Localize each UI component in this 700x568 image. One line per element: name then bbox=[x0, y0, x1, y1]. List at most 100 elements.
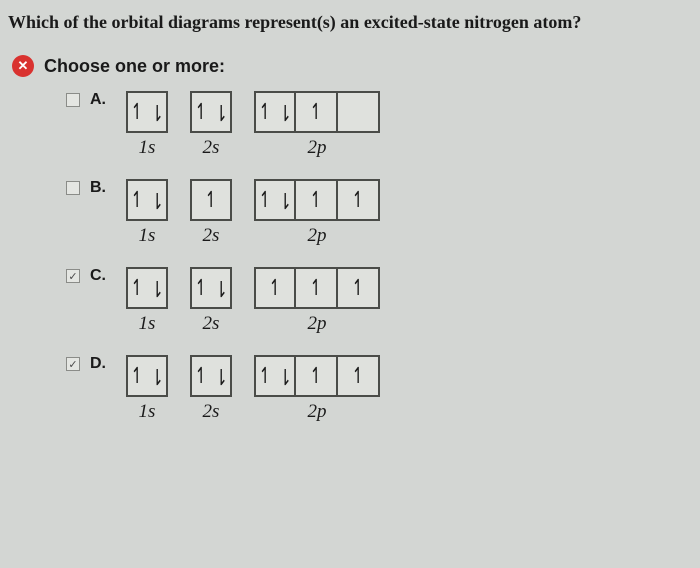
orbital-label: 2s bbox=[190, 313, 232, 335]
options-container: A.↿↿1s↿↿2s↿↿↿2pB.↿↿1s↿2s↿↿↿↿2p✓C.↿↿1s↿↿2… bbox=[4, 91, 688, 423]
orbital-boxes: ↿ ↿ ↿ bbox=[254, 267, 380, 309]
orbital-group: ↿↿1s bbox=[126, 179, 168, 247]
orbital-box: ↿ bbox=[338, 355, 380, 397]
orbital-box: ↿↿ bbox=[254, 355, 296, 397]
arrow-down-icon: ↿ bbox=[278, 189, 292, 211]
orbital-boxes: ↿↿ bbox=[126, 91, 168, 133]
option-letter: D. bbox=[90, 355, 118, 373]
arrow-down-icon: ↿ bbox=[150, 189, 164, 211]
option-letter: C. bbox=[90, 267, 118, 285]
arrow-up-icon: ↿ bbox=[309, 277, 323, 299]
orbital-boxes: ↿↿↿ bbox=[254, 91, 380, 133]
orbital-diagram: ↿↿1s↿2s↿↿↿↿2p bbox=[126, 179, 380, 247]
orbital-boxes: ↿ bbox=[190, 179, 232, 221]
orbital-box: ↿↿ bbox=[190, 355, 232, 397]
orbital-boxes: ↿↿ bbox=[126, 355, 168, 397]
arrow-up-icon: ↿ bbox=[130, 101, 144, 123]
orbital-group: ↿↿↿2p bbox=[254, 91, 380, 159]
arrow-down-icon: ↿ bbox=[150, 365, 164, 387]
arrow-down-icon: ↿ bbox=[214, 365, 228, 387]
orbital-group: ↿↿ 2s bbox=[190, 267, 232, 335]
orbital-box: ↿↿ bbox=[254, 179, 296, 221]
orbital-label: 2s bbox=[190, 401, 232, 423]
orbital-box: ↿ bbox=[296, 355, 338, 397]
orbital-label: 2p bbox=[254, 313, 380, 335]
orbital-group: ↿ 2s bbox=[190, 179, 232, 247]
orbital-group: ↿↿1s bbox=[126, 355, 168, 423]
orbital-box: ↿↿ bbox=[254, 91, 296, 133]
incorrect-badge-icon: ✕ bbox=[12, 55, 34, 77]
option-row: A.↿↿1s↿↿2s↿↿↿2p bbox=[66, 91, 688, 159]
option-row: B.↿↿1s↿2s↿↿↿↿2p bbox=[66, 179, 688, 247]
option-row: ✓C.↿↿1s↿↿2s↿↿↿2p bbox=[66, 267, 688, 335]
orbital-boxes: ↿↿ bbox=[126, 267, 168, 309]
orbital-label: 1s bbox=[126, 137, 168, 159]
orbital-boxes: ↿↿↿↿ bbox=[254, 355, 380, 397]
orbital-group: ↿ ↿ ↿ 2p bbox=[254, 267, 380, 335]
section-header: ✕ Choose one or more: bbox=[4, 55, 688, 77]
orbital-label: 2s bbox=[190, 225, 232, 247]
orbital-group: ↿↿1s bbox=[126, 267, 168, 335]
orbital-box: ↿↿ bbox=[190, 267, 232, 309]
orbital-box: ↿ bbox=[190, 179, 232, 221]
arrow-up-icon: ↿ bbox=[130, 365, 144, 387]
arrow-up-icon: ↿ bbox=[258, 101, 272, 123]
arrow-up-icon: ↿ bbox=[309, 101, 323, 123]
orbital-label: 2p bbox=[254, 137, 380, 159]
arrow-up-icon: ↿ bbox=[351, 365, 365, 387]
orbital-boxes: ↿↿ bbox=[190, 91, 232, 133]
arrow-up-icon: ↿ bbox=[258, 189, 272, 211]
orbital-boxes: ↿↿ bbox=[126, 179, 168, 221]
orbital-group: ↿↿2s bbox=[190, 91, 232, 159]
orbital-box: ↿ bbox=[254, 267, 296, 309]
instruction-text: Choose one or more: bbox=[44, 56, 225, 77]
arrow-up-icon: ↿ bbox=[258, 365, 272, 387]
orbital-box: ↿↿ bbox=[126, 267, 168, 309]
arrow-down-icon: ↿ bbox=[214, 101, 228, 123]
arrow-up-icon: ↿ bbox=[130, 277, 144, 299]
orbital-boxes: ↿↿↿↿ bbox=[254, 179, 380, 221]
orbital-box: ↿↿ bbox=[190, 91, 232, 133]
arrow-up-icon: ↿ bbox=[204, 189, 218, 211]
orbital-diagram: ↿↿1s↿↿2s↿↿↿2p bbox=[126, 91, 380, 159]
orbital-boxes: ↿↿ bbox=[190, 267, 232, 309]
orbital-box bbox=[338, 91, 380, 133]
orbital-group: ↿↿ 1s bbox=[126, 91, 168, 159]
orbital-group: ↿↿↿↿2p bbox=[254, 179, 380, 247]
arrow-up-icon: ↿ bbox=[268, 277, 282, 299]
arrow-down-icon: ↿ bbox=[278, 101, 292, 123]
option-checkbox[interactable] bbox=[66, 181, 80, 195]
option-checkbox[interactable]: ✓ bbox=[66, 357, 80, 371]
orbital-label: 2s bbox=[190, 137, 232, 159]
arrow-up-icon: ↿ bbox=[194, 277, 208, 299]
arrow-up-icon: ↿ bbox=[309, 365, 323, 387]
orbital-label: 2p bbox=[254, 401, 380, 423]
orbital-box: ↿↿ bbox=[126, 355, 168, 397]
orbital-box: ↿ bbox=[296, 267, 338, 309]
option-checkbox[interactable] bbox=[66, 93, 80, 107]
orbital-group: ↿↿↿↿2p bbox=[254, 355, 380, 423]
orbital-group: ↿↿2s bbox=[190, 355, 232, 423]
orbital-box: ↿ bbox=[338, 179, 380, 221]
option-letter: A. bbox=[90, 91, 118, 109]
arrow-up-icon: ↿ bbox=[309, 189, 323, 211]
question-text: Which of the orbital diagrams represent(… bbox=[4, 12, 688, 33]
orbital-diagram: ↿↿1s↿↿2s↿↿↿2p bbox=[126, 267, 380, 335]
arrow-up-icon: ↿ bbox=[194, 365, 208, 387]
arrow-down-icon: ↿ bbox=[278, 365, 292, 387]
orbital-box: ↿ bbox=[296, 179, 338, 221]
arrow-up-icon: ↿ bbox=[351, 277, 365, 299]
arrow-up-icon: ↿ bbox=[351, 189, 365, 211]
arrow-down-icon: ↿ bbox=[150, 277, 164, 299]
option-checkbox[interactable]: ✓ bbox=[66, 269, 80, 283]
orbital-box: ↿↿ bbox=[126, 179, 168, 221]
orbital-label: 1s bbox=[126, 225, 168, 247]
orbital-box: ↿ bbox=[338, 267, 380, 309]
orbital-box: ↿ bbox=[296, 91, 338, 133]
orbital-box: ↿↿ bbox=[126, 91, 168, 133]
orbital-label: 1s bbox=[126, 401, 168, 423]
arrow-up-icon: ↿ bbox=[194, 101, 208, 123]
option-letter: B. bbox=[90, 179, 118, 197]
orbital-label: 2p bbox=[254, 225, 380, 247]
arrow-up-icon: ↿ bbox=[130, 189, 144, 211]
